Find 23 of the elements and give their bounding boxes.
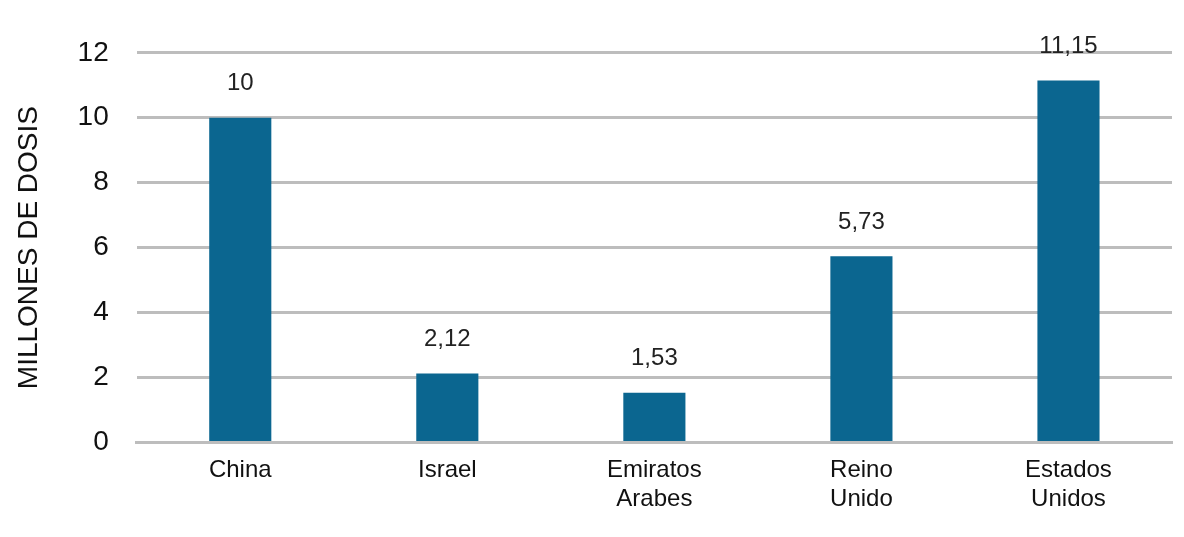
bar xyxy=(830,256,893,441)
y-tick-label: 0 xyxy=(93,425,109,457)
data-label: 5,73 xyxy=(838,206,885,234)
x-tick-label: China xyxy=(208,455,273,483)
bar xyxy=(1037,80,1100,441)
y-tick-label: 8 xyxy=(93,165,109,197)
bar xyxy=(416,373,479,441)
bar xyxy=(623,392,686,441)
y-axis-title: MILLONES DE DOSIS xyxy=(11,106,43,390)
x-tick-label: Reino Unido xyxy=(830,455,893,512)
x-tick-label: Israel xyxy=(417,455,477,483)
y-tick-label: 6 xyxy=(93,230,109,262)
data-label: 11,15 xyxy=(1039,31,1098,59)
x-tick-label: Estados Unidos xyxy=(1025,455,1112,512)
y-tick-label: 2 xyxy=(93,360,109,392)
data-label: 10 xyxy=(226,68,254,96)
bar xyxy=(209,117,272,441)
data-label: 1,53 xyxy=(631,343,678,371)
x-tick-label: Emiratos Arabes xyxy=(607,455,702,512)
y-tick-label: 4 xyxy=(93,295,109,327)
data-label: 2,12 xyxy=(423,324,471,352)
y-tick-label: 10 xyxy=(77,100,109,132)
y-tick-label: 12 xyxy=(77,35,109,67)
